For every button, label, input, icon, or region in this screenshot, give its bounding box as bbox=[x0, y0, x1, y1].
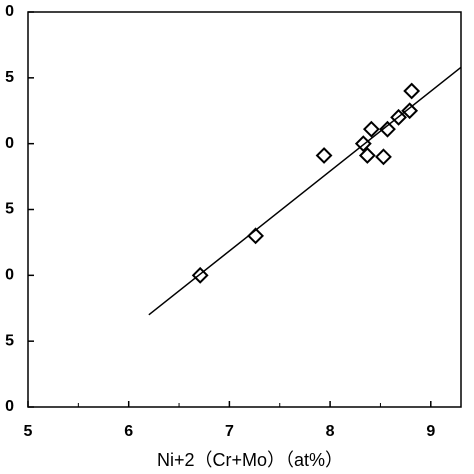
data-point bbox=[191, 266, 209, 284]
x-tick-label: 7 bbox=[225, 423, 234, 440]
data-point bbox=[375, 148, 392, 166]
data-point bbox=[401, 102, 419, 120]
y-tick-label: 0 bbox=[5, 267, 14, 284]
y-tick-label: 0 bbox=[5, 135, 14, 152]
plot-frame bbox=[27, 11, 462, 408]
y-tick-label: 5 bbox=[5, 332, 14, 349]
x-tick-label: 6 bbox=[124, 423, 133, 440]
data-point bbox=[315, 147, 333, 164]
y-tick-label: 0 bbox=[5, 3, 14, 20]
data-point bbox=[403, 82, 421, 100]
data-point bbox=[379, 120, 396, 138]
x-tick-label: 5 bbox=[24, 423, 33, 440]
y-tick-label: 5 bbox=[5, 69, 14, 86]
y-tick-label: 0 bbox=[5, 398, 14, 415]
x-tick-label: 8 bbox=[326, 423, 335, 440]
x-axis-label: Ni+2（Cr+Mo）（at%） bbox=[157, 450, 343, 470]
y-tick-label: 5 bbox=[5, 201, 14, 218]
data-point bbox=[358, 147, 376, 164]
fit-line bbox=[148, 66, 462, 316]
data-point bbox=[362, 120, 380, 138]
x-tick-label: 9 bbox=[426, 423, 435, 440]
